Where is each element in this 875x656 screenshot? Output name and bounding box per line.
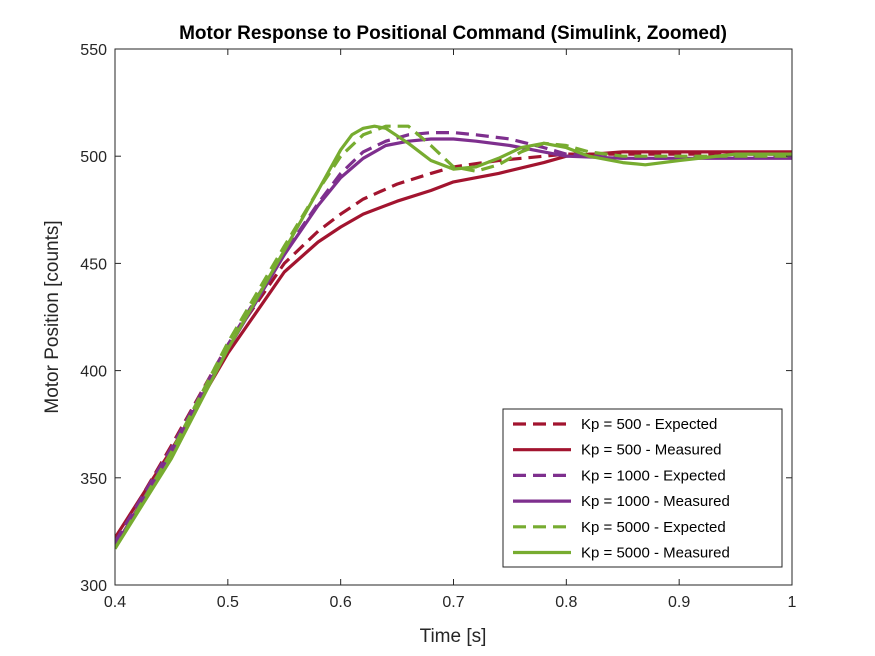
legend-label-4: Kp = 1000 - Measured (581, 493, 730, 510)
legend-label-6: Kp = 5000 - Measured (581, 545, 730, 562)
axes: 0.4 0.5 0.6 0.7 0.8 0.9 1 300 350 400 450 500 550 (80, 42, 796, 611)
y-tick-label: 300 (80, 578, 107, 595)
x-tick-label: 0.9 (668, 594, 690, 611)
y-tick-label: 550 (80, 42, 107, 59)
legend-label-2: Kp = 500 - Measured (581, 442, 722, 459)
y-tick-label: 450 (80, 256, 107, 273)
x-axis-label: Time [s] (420, 626, 487, 647)
x-tick-label: 0.4 (104, 594, 126, 611)
chart-title: Motor Response to Positional Command (Si… (179, 23, 727, 44)
legend-label-1: Kp = 500 - Expected (581, 416, 717, 433)
y-tick-label: 350 (80, 471, 107, 488)
legend-label-5: Kp = 5000 - Expected (581, 519, 726, 536)
x-tick-label: 0.8 (555, 594, 577, 611)
x-tick-label: 0.5 (217, 594, 239, 611)
y-axis-label: Motor Position [counts] (42, 220, 63, 413)
x-tick-label: 1 (788, 594, 797, 611)
legend-box (502, 408, 783, 568)
x-tick-label: 0.7 (442, 594, 464, 611)
y-tick-label: 500 (80, 149, 107, 166)
series-line-3 (115, 131, 792, 543)
y-tick-label: 400 (80, 364, 107, 381)
x-tick-label: 0.6 (330, 594, 352, 611)
series-line-5 (115, 124, 792, 550)
legend-label-3: Kp = 1000 - Expected (581, 467, 726, 484)
legend: Kp = 500 - Expected Kp = 500 - Measured Kp… (502, 408, 783, 568)
